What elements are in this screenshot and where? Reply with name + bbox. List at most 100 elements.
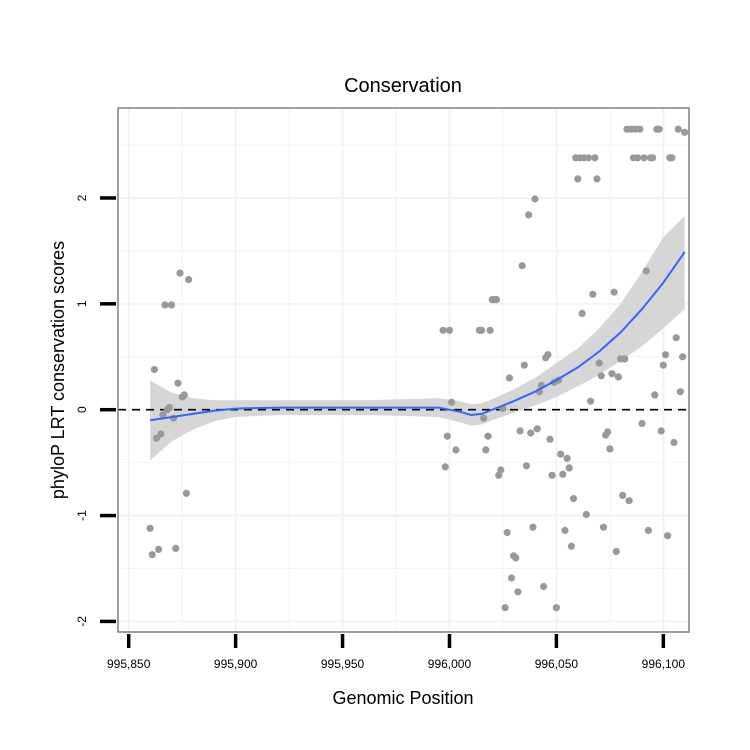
data-point (505, 374, 513, 382)
data-point (649, 154, 657, 162)
data-point (452, 446, 460, 454)
data-point (480, 414, 488, 422)
data-point (661, 351, 670, 359)
data-point (445, 326, 454, 334)
x-axis-title: Genomic Position (332, 688, 473, 708)
data-point (448, 398, 456, 406)
data-point (563, 454, 571, 462)
data-point (176, 269, 184, 277)
data-point (165, 404, 173, 412)
y-tick-label: -2 (75, 616, 89, 627)
data-point (638, 419, 646, 428)
data-point (516, 427, 524, 435)
data-point (484, 432, 492, 440)
data-point (589, 290, 597, 298)
data-point (174, 379, 182, 387)
x-tick-label: 996,100 (642, 657, 686, 671)
data-point (595, 359, 603, 367)
data-point (512, 554, 520, 562)
data-point (503, 528, 511, 537)
data-point (619, 491, 627, 499)
data-point (150, 365, 158, 374)
data-point (599, 523, 608, 531)
data-point (155, 545, 163, 554)
confidence-band (150, 216, 685, 461)
data-point (441, 463, 449, 471)
data-point (612, 547, 620, 556)
data-point (514, 588, 522, 596)
data-point (518, 262, 526, 270)
data-point (668, 154, 676, 162)
y-axis: -2 -1 0 1 2 (75, 194, 116, 627)
data-point (644, 526, 653, 535)
x-tick-label: 995,850 (107, 657, 151, 671)
data-point (148, 551, 156, 559)
data-point (540, 582, 548, 591)
data-point (478, 326, 486, 334)
data-point (604, 428, 612, 436)
data-point (533, 425, 541, 433)
data-point (531, 195, 539, 203)
chart-title: Conservation (344, 75, 462, 97)
y-axis-title: phyloP LRT conservation scores (48, 241, 68, 499)
x-axis: 995,850 995,900 995,950 996,000 996,050 996,1… (107, 634, 685, 671)
data-point (591, 154, 599, 162)
data-point (597, 372, 605, 380)
smooth-line (149, 251, 686, 422)
data-point (584, 154, 593, 162)
data-point (525, 211, 533, 219)
data-point (507, 574, 516, 582)
data-point (659, 361, 667, 369)
data-point (676, 388, 685, 396)
data-point (565, 464, 573, 472)
data-point (681, 128, 689, 136)
data-point (578, 309, 586, 317)
data-point (670, 438, 678, 447)
y-tick-label: 1 (75, 300, 89, 307)
data-point (482, 446, 490, 454)
data-point (567, 542, 576, 550)
data-point (621, 355, 629, 363)
data-point (180, 391, 188, 399)
x-tick-label: 996,050 (535, 657, 579, 671)
data-point (608, 370, 616, 378)
y-tick-label: 0 (75, 406, 89, 413)
data-point (439, 326, 447, 334)
data-point (501, 604, 509, 612)
data-point (606, 445, 614, 453)
data-point (582, 510, 590, 519)
data-point (185, 275, 193, 284)
x-tick-label: 995,900 (214, 657, 258, 671)
data-point (679, 353, 687, 361)
data-point (529, 523, 537, 531)
data-point (610, 288, 618, 296)
y-tick-label: -1 (75, 510, 89, 521)
data-point (657, 427, 665, 435)
data-point (486, 326, 494, 334)
data-point (443, 432, 451, 440)
data-point (587, 397, 595, 405)
data-point (593, 175, 601, 183)
data-point (146, 524, 154, 532)
data-point (161, 301, 169, 309)
data-point (651, 391, 659, 399)
data-point (546, 435, 554, 443)
smooth-line-layer (149, 251, 686, 422)
data-point (655, 125, 663, 133)
data-point (182, 489, 190, 497)
y-tick-label: 2 (75, 194, 89, 201)
data-point (674, 125, 682, 133)
data-point (634, 154, 642, 162)
data-point (552, 604, 561, 612)
data-point (569, 495, 578, 503)
points-layer (146, 125, 689, 612)
data-point (625, 497, 633, 505)
x-tick-label: 996,000 (428, 657, 472, 671)
confidence-band-layer (150, 216, 685, 461)
data-point (636, 125, 644, 133)
data-point (172, 544, 180, 553)
data-point (574, 175, 582, 183)
data-point (672, 334, 680, 342)
data-point (640, 154, 648, 162)
x-tick-label: 995,950 (321, 657, 365, 671)
